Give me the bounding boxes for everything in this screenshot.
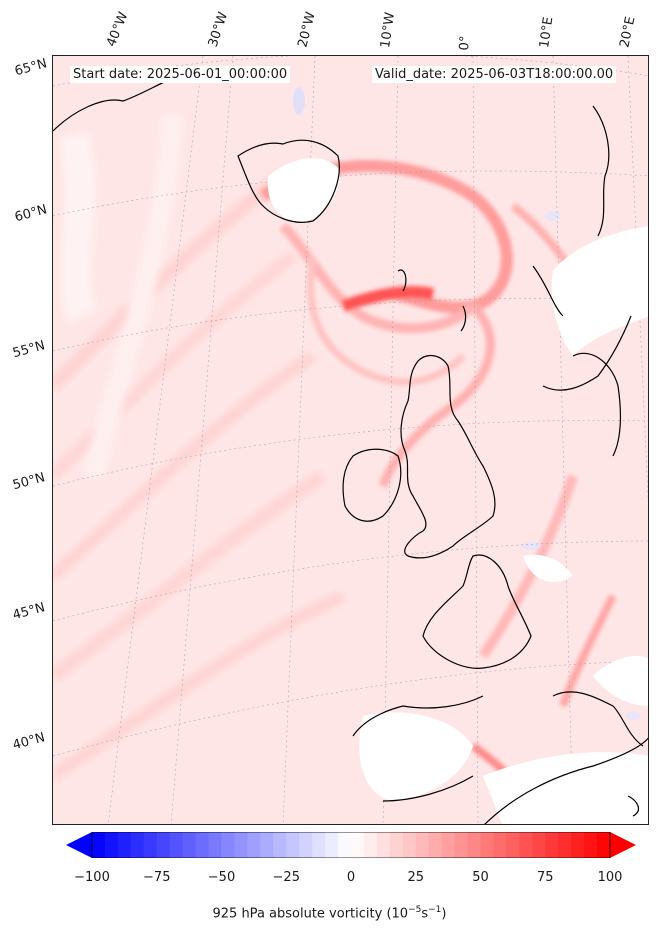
colorbar-tick-label: 50 bbox=[472, 870, 489, 885]
colorbar-high-extension bbox=[610, 832, 636, 858]
colorbar-low-extension bbox=[66, 832, 92, 858]
colorbar-cells bbox=[92, 832, 611, 858]
colorbar-cell bbox=[143, 832, 158, 858]
colorbar-cell bbox=[363, 832, 378, 858]
colorbar-tick-label: −75 bbox=[143, 870, 171, 885]
lat-label-65n: 65°N bbox=[13, 56, 49, 80]
colorbar-tick-label: 100 bbox=[597, 870, 623, 885]
norway-coast bbox=[532, 265, 564, 317]
colorbar-cell bbox=[117, 832, 132, 858]
vorticity-field bbox=[53, 56, 648, 824]
great-britain-coast bbox=[400, 354, 496, 559]
colorbar-tick-label: −100 bbox=[74, 870, 110, 885]
colorbar-cell bbox=[597, 832, 611, 858]
iceland-mask bbox=[267, 158, 340, 223]
lon-label-20w: 20°W bbox=[295, 10, 319, 49]
italy-mask bbox=[593, 656, 648, 706]
colorbar-cell bbox=[428, 832, 443, 858]
colorbar-border bbox=[91, 832, 611, 858]
africa-mask bbox=[483, 752, 648, 824]
colorbar-tick-label: −50 bbox=[207, 870, 236, 885]
colorbar-cell bbox=[441, 832, 456, 858]
start-date-label: Start date: 2025-06-01_00:00:00 bbox=[70, 66, 291, 83]
biscay-coast bbox=[352, 695, 484, 737]
lat-label-40n: 40°N bbox=[11, 730, 47, 754]
colorbar-cell bbox=[493, 832, 507, 858]
colorbar-cell bbox=[351, 832, 365, 858]
colorbar-cell bbox=[195, 832, 210, 858]
colorbar-cell bbox=[182, 832, 197, 858]
colorbar-cell bbox=[273, 832, 287, 858]
colorbar-tick-label: 25 bbox=[407, 870, 425, 885]
lon-label-10e: 10°E bbox=[537, 15, 557, 49]
colorbar-cell bbox=[376, 832, 391, 858]
colorbar-cell bbox=[480, 832, 494, 858]
graticule bbox=[53, 56, 648, 824]
colorbar-cell bbox=[467, 832, 481, 858]
colorbar-cell bbox=[532, 832, 546, 858]
colorbar-cell bbox=[571, 832, 585, 858]
lon-label-0: 0° bbox=[457, 35, 474, 51]
map-panel[interactable] bbox=[52, 55, 649, 825]
lat-label-50n: 50°N bbox=[11, 470, 47, 494]
colorbar-cell bbox=[260, 832, 274, 858]
lon-label-20e: 20°E bbox=[617, 15, 639, 50]
colorbar-cell bbox=[338, 832, 352, 858]
inland-mask bbox=[523, 554, 573, 582]
faroe-coast bbox=[397, 269, 407, 292]
colorbar-cell bbox=[506, 832, 520, 858]
coastlines bbox=[53, 73, 648, 824]
colorbar-cell bbox=[454, 832, 469, 858]
lon-label-10w: 10°W bbox=[378, 11, 398, 49]
colorbar-cell bbox=[208, 832, 222, 858]
land-masks bbox=[267, 158, 648, 824]
colorbar-cell bbox=[156, 832, 171, 858]
colorbar-tick-label: −25 bbox=[272, 870, 300, 885]
sardinia-coast bbox=[627, 795, 640, 817]
colorbar-cell bbox=[104, 832, 119, 858]
africa-coast bbox=[484, 737, 648, 824]
colorbar-cell bbox=[221, 832, 235, 858]
colorbar-tick-label: 0 bbox=[346, 870, 356, 885]
france-coast bbox=[422, 554, 532, 669]
iceland-coast bbox=[237, 139, 340, 223]
colorbar-cell bbox=[558, 832, 572, 858]
colorbar-tick-label: 75 bbox=[536, 870, 554, 885]
gibraltar-coast bbox=[382, 775, 474, 802]
iberia-mask bbox=[359, 712, 473, 801]
colorbar-cell bbox=[299, 832, 313, 858]
colorbar-cell bbox=[402, 832, 417, 858]
lon-label-40w: 40°W bbox=[104, 10, 132, 49]
field-bands bbox=[53, 115, 346, 781]
lat-label-55n: 55°N bbox=[11, 338, 47, 362]
colorbar bbox=[66, 832, 636, 858]
mediterranean-coast bbox=[552, 691, 644, 747]
colorbar-cell bbox=[584, 832, 598, 858]
field-background bbox=[53, 56, 648, 824]
colorbar-cell bbox=[286, 832, 300, 858]
denmark-coast bbox=[572, 352, 622, 457]
lat-label-45n: 45°N bbox=[11, 600, 47, 624]
colorbar-label: 925 hPa absolute vorticity (10−5s−1) bbox=[212, 905, 447, 922]
colorbar-cell bbox=[247, 832, 261, 858]
colorbar-cell bbox=[234, 832, 248, 858]
lon-label-30w: 30°W bbox=[205, 10, 232, 49]
colorbar-cell bbox=[389, 832, 404, 858]
colorbar-cell bbox=[92, 832, 106, 858]
colorbar-cell bbox=[519, 832, 533, 858]
colorbar-cell bbox=[545, 832, 559, 858]
colorbar-cell bbox=[415, 832, 430, 858]
shetland-coast bbox=[460, 305, 467, 332]
lat-label-60n: 60°N bbox=[13, 202, 49, 226]
norway-north-coast bbox=[592, 105, 610, 237]
ireland-coast bbox=[342, 448, 402, 522]
valid-date-label: Valid_date: 2025-06-03T18:00:00.00 bbox=[372, 66, 617, 83]
baltic-coast bbox=[542, 315, 632, 391]
colorbar-cell bbox=[130, 832, 145, 858]
scandinavia-mask bbox=[551, 226, 648, 356]
colorbar-cell bbox=[312, 832, 326, 858]
colorbar-cell bbox=[325, 832, 339, 858]
colorbar-cell bbox=[169, 832, 184, 858]
